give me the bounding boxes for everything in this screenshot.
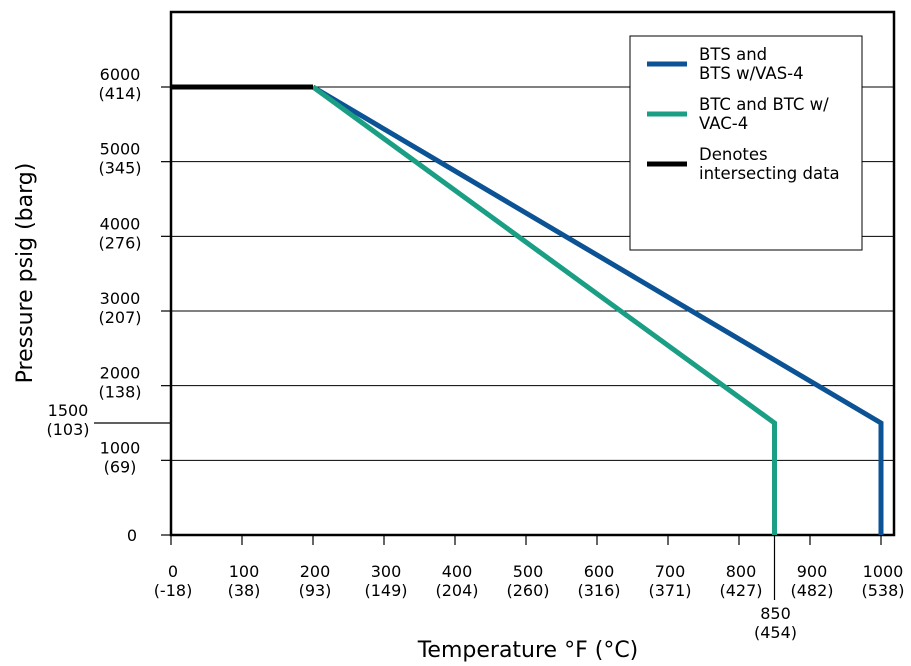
y-tick-label: 4000(276) [98, 214, 141, 252]
y-tick-label: 2000(138) [98, 364, 141, 402]
x-tick-label-value: 100 [229, 562, 260, 581]
x-tick-label: 500(260) [506, 562, 549, 600]
y-tick-label-metric: (414) [98, 84, 141, 103]
y-extra-tick-label-metric: (103) [46, 420, 89, 439]
x-tick-label-metric: (371) [648, 581, 691, 600]
x-tick-label-metric: (260) [506, 581, 549, 600]
x-tick-label-value: 700 [655, 562, 686, 581]
y-tick-label: 3000(207) [98, 289, 141, 327]
legend-label-2: BTC and BTC w/ [699, 95, 829, 114]
y-tick-label-value: 6000 [100, 65, 141, 84]
x-tick-label-metric: (-18) [154, 581, 193, 600]
y-tick-label-metric: (207) [98, 308, 141, 327]
y-tick-label-metric: (345) [98, 159, 141, 178]
x-tick-label-value: 400 [442, 562, 473, 581]
x-tick-label-value: 200 [300, 562, 331, 581]
y-tick-label: 1000(69) [100, 438, 141, 476]
legend-label-3: Denotes [699, 145, 768, 164]
x-tick-label-metric: (482) [790, 581, 833, 600]
x-tick-label-metric: (149) [364, 581, 407, 600]
legend-label-2: VAC-4 [699, 114, 748, 133]
series-lines [171, 84, 884, 535]
y-tick-label-metric: (138) [98, 383, 141, 402]
x-tick-label-value: 600 [584, 562, 615, 581]
x-tick-label: 200(93) [299, 562, 332, 600]
x-tick-label-metric: (38) [228, 581, 261, 600]
x-tick-label: 400(204) [435, 562, 478, 600]
y-tick-label-metric: (276) [98, 233, 141, 252]
y-tick-label-value: 5000 [100, 140, 141, 159]
plot-frame [169, 10, 896, 537]
y-tick-label-value: 0 [127, 526, 137, 545]
x-tick-label: 0(-18) [154, 562, 193, 600]
x-tick-label-metric: (316) [577, 581, 620, 600]
x-tick-label-value: 900 [797, 562, 828, 581]
series-line-2 [311, 84, 777, 535]
x-tick-label: 100(38) [228, 562, 261, 600]
x-tick-label-metric: (538) [861, 581, 904, 600]
y-extra-tick-label-value: 1500 [48, 401, 89, 420]
legend-label-1: BTS w/VAS-4 [699, 64, 804, 83]
y-tick-label-metric: (69) [104, 457, 137, 476]
x-tick-label-metric: (204) [435, 581, 478, 600]
x-tick-label: 700(371) [648, 562, 691, 600]
legend-label-3: intersecting data [699, 164, 840, 183]
y-axis-label: Pressure psig (barg) [13, 163, 38, 384]
x-tick-label-value: 1000 [863, 562, 904, 581]
y-tick-label: 5000(345) [98, 140, 141, 178]
x-extra-tick-label-value: 850 [760, 604, 791, 623]
legend-box [629, 35, 863, 251]
y-extra-tick-label: 1500(103) [46, 401, 89, 439]
x-tick-label-metric: (427) [719, 581, 762, 600]
x-tick-label-value: 800 [726, 562, 757, 581]
x-tick-label: 600(316) [577, 562, 620, 600]
x-tick-label: 800(427) [719, 562, 762, 600]
axis-ticks: 0(-18)100(38)200(93)300(149)400(204)500(… [46, 65, 904, 642]
x-extra-tick-label-metric: (454) [754, 623, 797, 642]
x-tick-label: 1000(538) [861, 562, 904, 600]
y-tick-label-value: 1000 [100, 438, 141, 457]
x-tick-label-metric: (93) [299, 581, 332, 600]
x-tick-label-value: 500 [513, 562, 544, 581]
x-axis-label: Temperature °F (°C) [417, 638, 639, 663]
y-tick-label: 6000(414) [98, 65, 141, 103]
legend-label-1: BTS and [699, 45, 767, 64]
y-tick-label-value: 2000 [100, 364, 141, 383]
x-tick-label: 900(482) [790, 562, 833, 600]
y-tick-label-value: 4000 [100, 214, 141, 233]
x-tick-label: 300(149) [364, 562, 407, 600]
x-tick-label-value: 0 [168, 562, 178, 581]
y-tick-label: 0 [127, 526, 137, 545]
series-line-1 [311, 84, 884, 535]
x-tick-label-value: 300 [371, 562, 402, 581]
x-extra-tick-label: 850(454) [754, 604, 797, 642]
y-tick-label-value: 3000 [100, 289, 141, 308]
